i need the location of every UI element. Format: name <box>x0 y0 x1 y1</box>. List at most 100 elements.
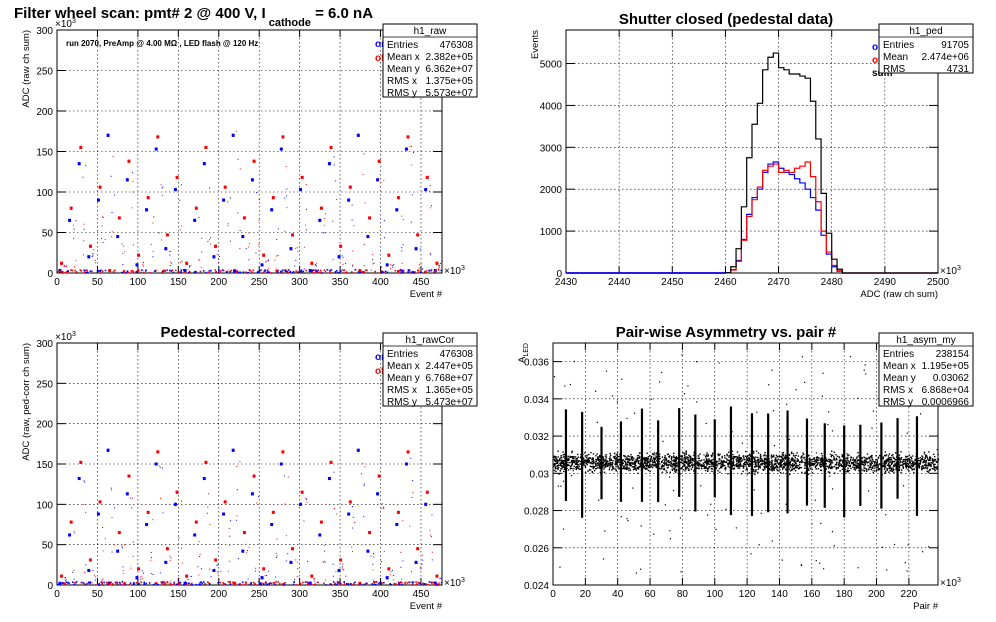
point-baseline <box>109 270 111 272</box>
point-band <box>934 469 936 472</box>
point-smear <box>391 265 393 267</box>
stats-value: 2.447e+05 <box>425 361 473 372</box>
point-baseline <box>283 583 285 586</box>
point-baseline <box>276 271 279 274</box>
point-band <box>674 456 676 459</box>
point-smear <box>190 264 192 266</box>
point-band <box>936 468 938 470</box>
point-baseline <box>314 269 317 271</box>
point-band <box>754 458 756 460</box>
point-smear <box>402 520 404 522</box>
point-band <box>799 466 801 469</box>
point-baseline <box>236 270 239 272</box>
point-band <box>908 461 911 464</box>
point-band <box>690 462 692 464</box>
point-band <box>788 457 790 459</box>
point-baseline <box>214 269 217 271</box>
point-off <box>272 196 275 200</box>
point-band <box>623 455 625 457</box>
point-smear <box>343 569 345 571</box>
point-band <box>864 461 867 463</box>
point-band <box>876 464 879 466</box>
point-baseline <box>154 270 157 272</box>
point-off <box>311 574 314 578</box>
point-baseline <box>265 582 268 585</box>
point-band <box>780 460 783 463</box>
point-band <box>615 453 618 456</box>
point-smear <box>209 523 211 525</box>
point-band <box>584 465 586 467</box>
point-band <box>699 460 702 462</box>
point-band <box>748 465 751 467</box>
point-band <box>840 463 843 466</box>
point-band <box>818 464 821 466</box>
point-band <box>627 460 629 462</box>
point-band <box>656 452 658 454</box>
point-band <box>773 464 776 466</box>
point-band <box>735 456 737 458</box>
point-band <box>876 458 878 461</box>
point-band <box>754 461 756 464</box>
x-exponent-power: 3 <box>957 577 961 584</box>
point-band <box>683 457 686 459</box>
point-band <box>636 457 639 459</box>
point-band <box>858 466 860 468</box>
point-band <box>792 464 794 466</box>
point-band <box>665 463 668 465</box>
point-outlier <box>814 499 816 501</box>
point-smear <box>189 582 191 584</box>
point-band <box>592 465 594 468</box>
point-band <box>898 457 900 460</box>
point-smear <box>141 575 143 577</box>
point-baseline <box>170 270 173 272</box>
point-band <box>774 457 777 459</box>
point-smear <box>351 546 353 548</box>
point-band <box>644 457 646 459</box>
point-band <box>710 468 713 470</box>
point-band <box>722 460 725 462</box>
point-smear <box>363 516 365 518</box>
point-on <box>59 581 62 585</box>
point-band <box>707 455 709 457</box>
point-band <box>760 458 763 460</box>
point-band <box>632 462 634 465</box>
point-band <box>754 463 757 466</box>
point-outlier <box>907 544 909 546</box>
point-band <box>580 453 582 456</box>
point-smear <box>431 551 433 553</box>
point-baseline <box>425 583 427 585</box>
x-tick-label: 2470 <box>767 277 790 288</box>
point-band <box>764 468 766 470</box>
point-smear <box>235 130 237 132</box>
point-band <box>711 461 713 463</box>
point-on <box>300 502 303 506</box>
point-band <box>875 470 878 472</box>
point-outlier <box>557 485 559 487</box>
point-band <box>825 462 827 465</box>
point-band <box>712 463 715 466</box>
point-smear <box>363 243 365 245</box>
y-tick-label: 50 <box>42 541 54 552</box>
point-band <box>579 463 581 465</box>
point-band <box>556 458 558 461</box>
point-smear <box>286 188 288 190</box>
point-off <box>80 460 83 464</box>
point-baseline <box>195 583 198 586</box>
point-band <box>572 459 574 462</box>
point-band <box>653 452 656 454</box>
point-band <box>727 464 729 466</box>
point-baseline <box>83 582 85 585</box>
point-band <box>936 466 938 468</box>
point-band <box>592 453 595 455</box>
x-tick-label: 200 <box>210 589 227 600</box>
point-baseline <box>255 584 257 586</box>
point-band <box>577 461 579 463</box>
point-band <box>790 459 793 462</box>
point-baseline <box>193 271 196 273</box>
point-band <box>905 458 907 461</box>
point-band <box>935 467 937 469</box>
point-band <box>567 469 570 471</box>
point-band <box>698 467 700 469</box>
point-baseline <box>85 583 87 586</box>
point-band <box>589 457 592 459</box>
